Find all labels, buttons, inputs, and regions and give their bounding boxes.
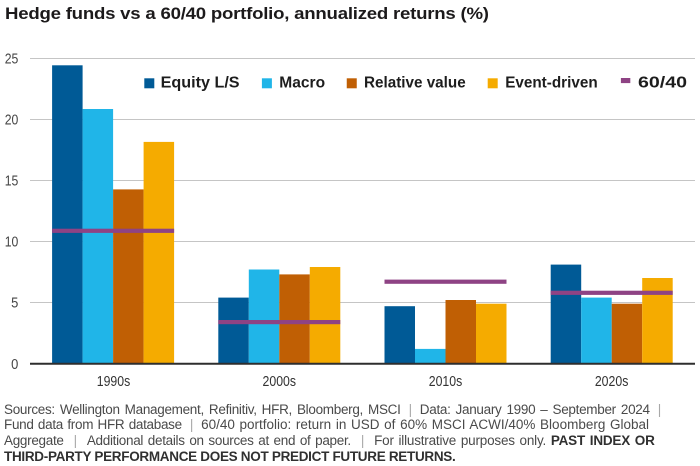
svg-text:20: 20 <box>5 112 19 128</box>
svg-text:Macro: Macro <box>279 75 325 92</box>
svg-text:2000s: 2000s <box>263 374 297 390</box>
svg-text:0: 0 <box>11 357 18 373</box>
svg-text:60/40: 60/40 <box>638 75 687 92</box>
svg-text:1990s: 1990s <box>97 374 131 390</box>
svg-text:15: 15 <box>5 174 19 190</box>
svg-text:2010s: 2010s <box>429 374 463 390</box>
svg-text:25: 25 <box>5 51 19 67</box>
svg-text:Event-driven: Event-driven <box>505 75 598 92</box>
svg-text:Relative value: Relative value <box>364 75 466 92</box>
svg-text:2020s: 2020s <box>595 374 629 390</box>
svg-text:5: 5 <box>11 296 18 312</box>
svg-text:Equity L/S: Equity L/S <box>161 75 240 92</box>
svg-text:10: 10 <box>5 235 19 251</box>
